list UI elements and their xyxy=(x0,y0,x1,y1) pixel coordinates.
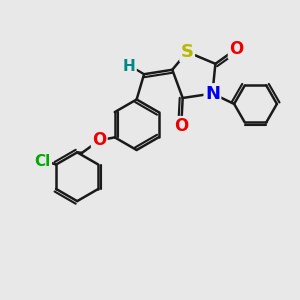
Text: Cl: Cl xyxy=(34,154,51,169)
Text: O: O xyxy=(174,117,188,135)
Text: O: O xyxy=(229,40,243,58)
Text: S: S xyxy=(181,43,194,61)
Text: O: O xyxy=(92,131,106,149)
Text: N: N xyxy=(205,85,220,103)
Text: H: H xyxy=(123,59,136,74)
